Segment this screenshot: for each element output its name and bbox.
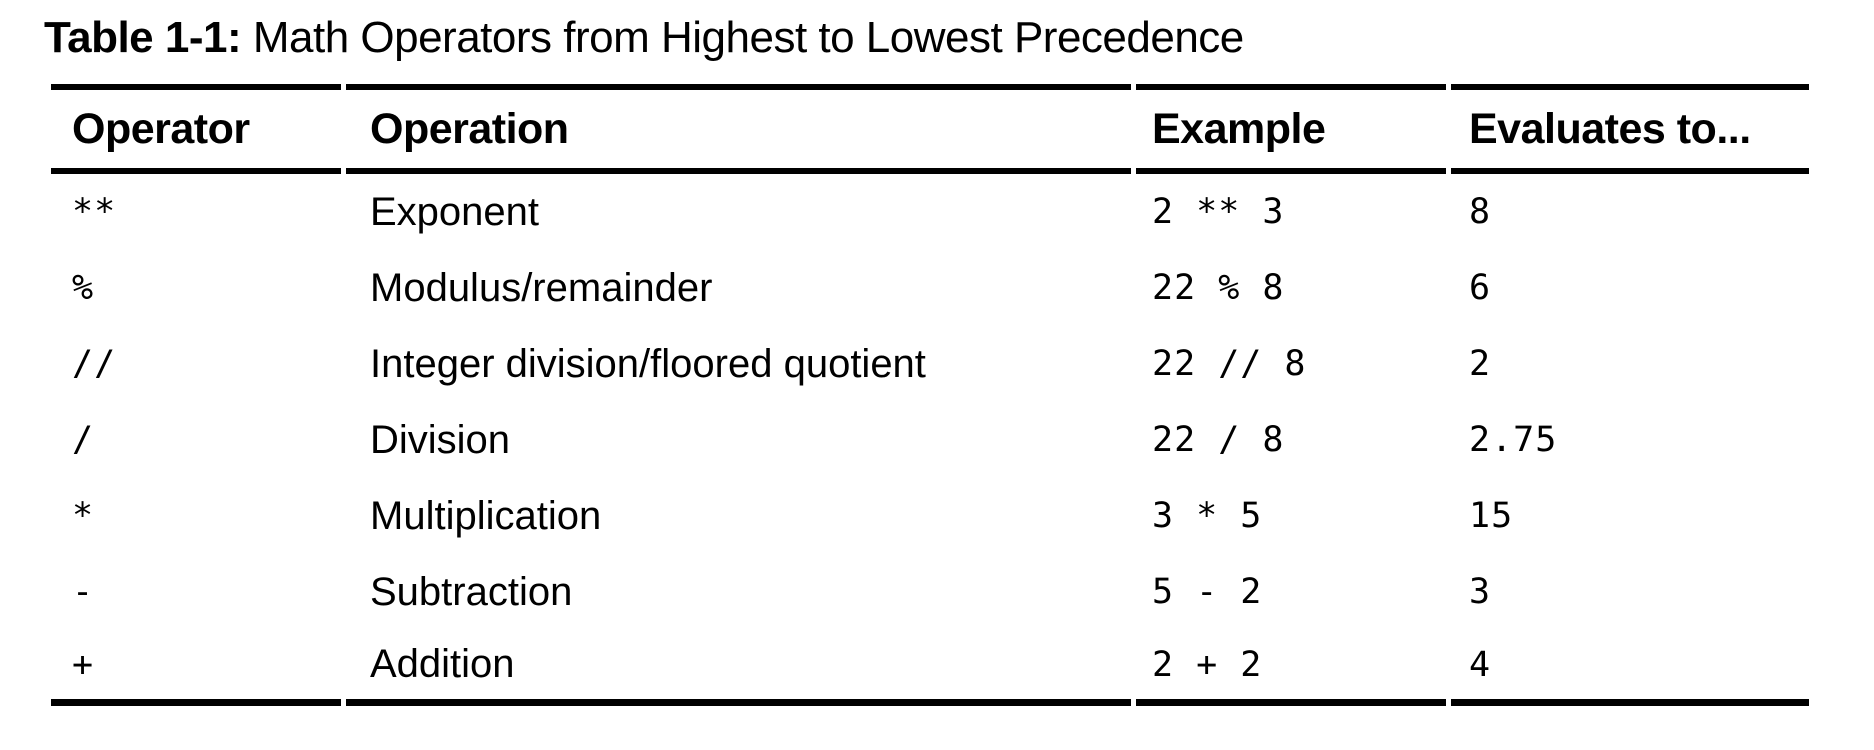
cell-example: 22 / 8 — [1152, 420, 1285, 460]
cell-operator: % — [72, 268, 95, 308]
cell-evaluates-to: 15 — [1469, 496, 1514, 536]
cell-evaluates-to: 8 — [1469, 192, 1492, 232]
column-header-operation: Operation — [346, 84, 1131, 174]
cell-operator: // — [72, 344, 117, 384]
cell-evaluates-to: 6 — [1469, 268, 1492, 308]
cell-evaluates-to: 3 — [1469, 572, 1492, 612]
table-row: / Division 22 / 8 2.75 — [51, 402, 1809, 478]
cell-operation: Modulus/remainder — [370, 265, 713, 310]
cell-operator: - — [72, 572, 95, 612]
cell-operator: ** — [72, 192, 117, 232]
cell-operator: + — [51, 630, 341, 706]
table-row: - Subtraction 5 - 2 3 — [51, 554, 1809, 630]
table-caption: Table 1-1: Math Operators from Highest t… — [0, 0, 1874, 66]
cell-example: 2 ** 3 — [1152, 192, 1285, 232]
cell-example: 5 - 2 — [1152, 572, 1263, 612]
cell-example: 22 % 8 — [1152, 268, 1285, 308]
column-header-example: Example — [1136, 84, 1446, 174]
cell-example: 3 * 5 — [1152, 496, 1263, 536]
cell-example: 22 // 8 — [1152, 344, 1307, 384]
cell-operation: Division — [370, 417, 511, 462]
cell-operation: Integer division/floored quotient — [370, 341, 926, 386]
cell-operation: Subtraction — [370, 569, 573, 614]
cell-evaluates-to: 2 — [1469, 344, 1492, 384]
table-row: ** Exponent 2 ** 3 8 — [51, 174, 1809, 250]
table-caption-number: Table 1-1: — [44, 13, 242, 62]
cell-operation: Exponent — [370, 189, 540, 234]
table-row: + Addition 2 + 2 4 — [51, 630, 1809, 706]
table-body: ** Exponent 2 ** 3 8 % Modulus/remainder… — [51, 174, 1809, 706]
column-header-evaluates-to: Evaluates to... — [1451, 84, 1809, 174]
cell-evaluates-to: 2.75 — [1469, 420, 1558, 460]
table-caption-title: Math Operators from Highest to Lowest Pr… — [241, 13, 1244, 62]
cell-evaluates-to: 4 — [1451, 630, 1809, 706]
math-operators-table: Operator Operation Example Evaluates to.… — [46, 84, 1814, 706]
cell-operation: Multiplication — [370, 493, 602, 538]
cell-operator: * — [72, 496, 95, 536]
cell-operation: Addition — [346, 630, 1131, 706]
column-header-operator: Operator — [51, 84, 341, 174]
table-row: // Integer division/floored quotient 22 … — [51, 326, 1809, 402]
header-row: Operator Operation Example Evaluates to.… — [51, 84, 1809, 174]
cell-example: 2 + 2 — [1136, 630, 1446, 706]
cell-operator: / — [72, 420, 95, 460]
table-row: % Modulus/remainder 22 % 8 6 — [51, 250, 1809, 326]
table-header: Operator Operation Example Evaluates to.… — [51, 84, 1809, 174]
table-row: * Multiplication 3 * 5 15 — [51, 478, 1809, 554]
